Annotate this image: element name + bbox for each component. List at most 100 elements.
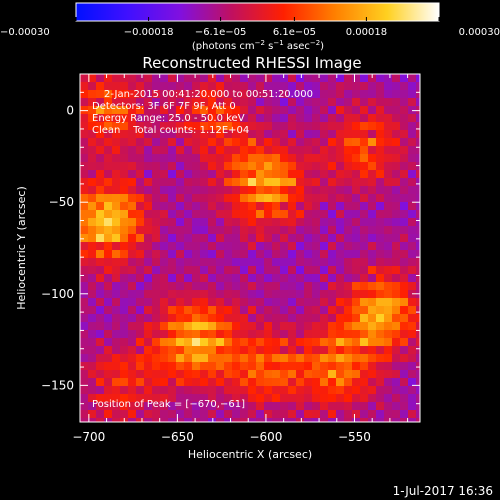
heatmap-pixel <box>312 98 320 106</box>
heatmap-pixel <box>192 90 200 98</box>
heatmap-pixel <box>376 170 384 178</box>
heatmap-pixel <box>304 394 312 402</box>
heatmap-pixel <box>416 298 420 306</box>
heatmap-pixel <box>360 410 368 418</box>
heatmap-pixel <box>272 162 280 170</box>
heatmap-pixel <box>376 138 384 146</box>
heatmap-pixel <box>400 378 408 386</box>
heatmap-pixel <box>80 386 88 394</box>
heatmap-pixel <box>256 130 264 138</box>
heatmap-pixel <box>312 258 320 266</box>
heatmap-pixel <box>160 282 168 290</box>
heatmap-pixel <box>88 162 96 170</box>
heatmap-pixel <box>184 274 192 282</box>
heatmap-pixel <box>408 410 416 418</box>
heatmap-pixel <box>232 322 240 330</box>
heatmap-pixel <box>392 106 400 114</box>
heatmap-pixel <box>104 298 112 306</box>
heatmap-pixel <box>360 250 368 258</box>
heatmap-pixel <box>248 306 256 314</box>
heatmap-pixel <box>360 418 368 422</box>
heatmap-pixel <box>112 418 120 422</box>
heatmap-pixel <box>264 322 272 330</box>
heatmap-pixel <box>176 98 184 106</box>
heatmap-pixel <box>184 258 192 266</box>
heatmap-pixel <box>400 226 408 234</box>
heatmap-pixel <box>216 298 224 306</box>
heatmap-pixel <box>104 146 112 154</box>
heatmap-pixel <box>136 418 144 422</box>
heatmap-pixel <box>88 122 96 130</box>
heatmap-pixel <box>392 378 400 386</box>
heatmap-pixel <box>264 386 272 394</box>
heatmap-pixel <box>344 146 352 154</box>
heatmap-pixel <box>312 90 320 98</box>
heatmap-pixel <box>336 138 344 146</box>
heatmap-pixel <box>392 402 400 410</box>
heatmap-pixel <box>216 306 224 314</box>
heatmap-pixel <box>224 322 232 330</box>
heatmap-pixel <box>240 418 248 422</box>
heatmap-pixel <box>320 218 328 226</box>
heatmap-pixel <box>264 202 272 210</box>
heatmap-pixel <box>408 106 416 114</box>
heatmap-pixel <box>312 338 320 346</box>
heatmap-pixel <box>144 410 152 418</box>
heatmap-pixel <box>256 298 264 306</box>
heatmap-pixel <box>304 98 312 106</box>
heatmap-pixel <box>232 154 240 162</box>
heatmap-pixel <box>112 82 120 90</box>
heatmap-pixel <box>344 82 352 90</box>
heatmap-pixel <box>384 98 392 106</box>
heatmap-pixel <box>232 170 240 178</box>
heatmap-pixel <box>312 138 320 146</box>
heatmap-pixel <box>96 154 104 162</box>
heatmap-pixel <box>288 162 296 170</box>
heatmap-pixel <box>344 130 352 138</box>
heatmap-pixel <box>216 330 224 338</box>
heatmap-pixel <box>144 122 152 130</box>
heatmap-pixel <box>280 218 288 226</box>
heatmap-pixel <box>312 298 320 306</box>
heatmap-pixel <box>184 210 192 218</box>
heatmap-pixel <box>160 330 168 338</box>
heatmap-pixel <box>400 130 408 138</box>
heatmap-pixel <box>240 330 248 338</box>
heatmap-pixel <box>344 330 352 338</box>
heatmap-pixel <box>408 322 416 330</box>
heatmap-pixel <box>312 418 320 422</box>
heatmap-pixel <box>320 250 328 258</box>
heatmap-pixel <box>208 82 216 90</box>
heatmap-pixel <box>112 354 120 362</box>
heatmap-pixel <box>384 90 392 98</box>
heatmap-pixel <box>88 314 96 322</box>
heatmap-pixel <box>120 266 128 274</box>
heatmap-pixel <box>312 194 320 202</box>
heatmap-pixel <box>120 210 128 218</box>
heatmap-pixel <box>104 226 112 234</box>
heatmap-pixel <box>264 410 272 418</box>
heatmap-pixel <box>280 322 288 330</box>
heatmap-pixel <box>216 290 224 298</box>
heatmap-pixel <box>224 314 232 322</box>
heatmap-pixel <box>80 114 88 122</box>
heatmap-pixel <box>264 258 272 266</box>
heatmap-pixel <box>384 146 392 154</box>
heatmap-pixel <box>136 322 144 330</box>
heatmap-pixel <box>136 386 144 394</box>
heatmap-pixel <box>408 242 416 250</box>
heatmap-pixel <box>184 402 192 410</box>
heatmap-pixel <box>120 162 128 170</box>
heatmap-pixel <box>408 418 416 422</box>
heatmap-pixel <box>328 338 336 346</box>
heatmap-pixel <box>256 402 264 410</box>
heatmap-pixel <box>80 362 88 370</box>
heatmap-pixel <box>312 122 320 130</box>
heatmap-pixel <box>336 386 344 394</box>
heatmap-pixel <box>80 186 88 194</box>
heatmap-pixel <box>416 146 420 154</box>
heatmap-pixel <box>368 170 376 178</box>
heatmap-pixel <box>152 362 160 370</box>
heatmap-pixel <box>304 290 312 298</box>
heatmap-pixel <box>408 362 416 370</box>
